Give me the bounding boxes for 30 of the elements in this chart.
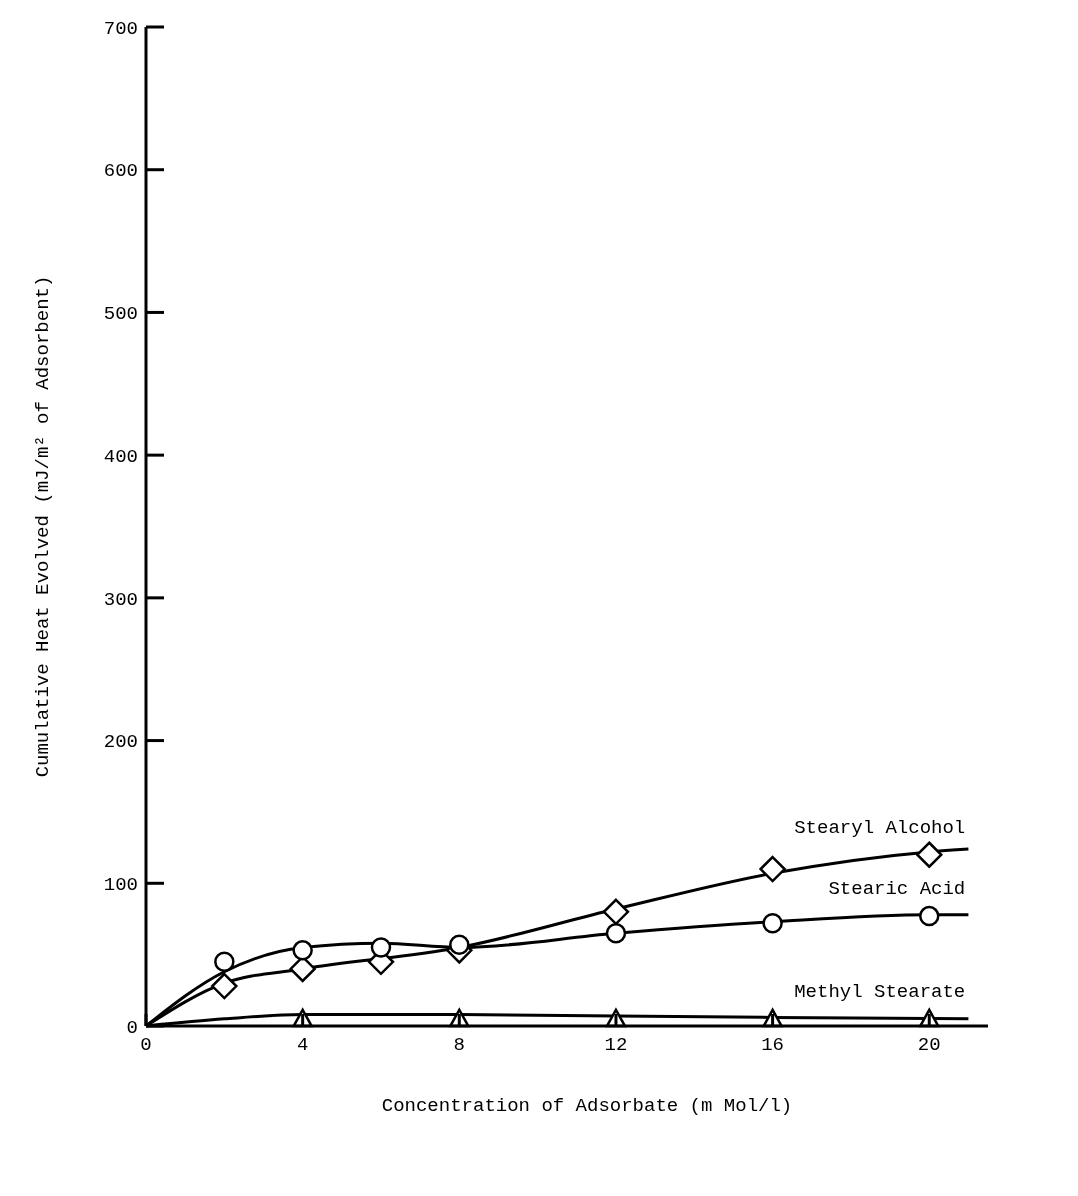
y-tick-label: 100 [103, 873, 138, 896]
y-tick-label: 500 [103, 303, 138, 326]
point [370, 937, 392, 958]
point [602, 898, 630, 926]
series-label: Methyl Stearate [794, 980, 966, 1003]
series-label: Stearic Acid [828, 878, 966, 901]
y-axis-title: Cumulative Heat Evolved (mJ/m² of Adsorbent) [32, 275, 54, 778]
y-tick-label: 600 [103, 160, 138, 183]
series-label: Stearyl Alcohol [794, 816, 966, 839]
point [449, 934, 470, 955]
point [214, 951, 235, 973]
y-tick-label: 0 [126, 1016, 138, 1039]
point [211, 972, 238, 1000]
x-tick-label: 16 [761, 1034, 785, 1056]
x-tick-label: 12 [604, 1034, 628, 1056]
point [292, 940, 313, 961]
point [759, 855, 786, 883]
y-tick-label: 400 [103, 445, 138, 468]
point [762, 913, 783, 934]
x-tick-label: 0 [140, 1034, 152, 1056]
y-tick-label: 300 [103, 588, 138, 611]
point [916, 841, 943, 868]
x-tick-label: 20 [917, 1034, 941, 1056]
y-tick-label: 700 [103, 17, 138, 40]
point [605, 922, 627, 944]
x-tick-label: 4 [296, 1034, 309, 1056]
x-axis-title: Concentration of Adsorbate (m Mol/l) [381, 1095, 793, 1117]
x-tick-label: 8 [453, 1034, 466, 1056]
point [919, 905, 940, 927]
y-tick-label: 200 [103, 731, 138, 754]
